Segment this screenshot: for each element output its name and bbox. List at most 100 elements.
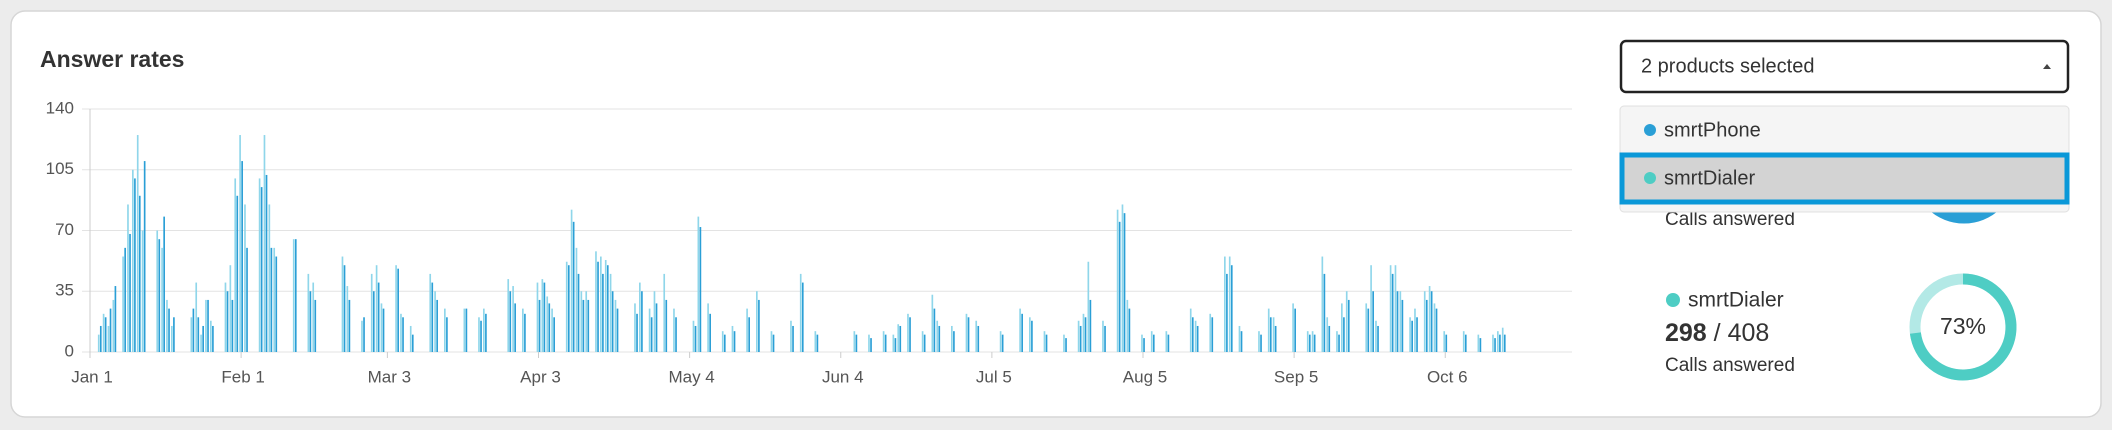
bar	[572, 221, 575, 352]
bar	[1306, 331, 1309, 352]
bar	[1343, 317, 1345, 352]
bar	[1043, 331, 1046, 352]
bar	[1029, 317, 1031, 352]
bar	[1269, 317, 1272, 352]
x-tick-label: Apr 3	[520, 367, 561, 386]
dropdown-menu: smrtPhone smrtDialer	[1619, 105, 2070, 213]
bar	[892, 334, 895, 352]
bar	[639, 282, 641, 352]
donut-arc	[1909, 273, 2017, 381]
bar	[99, 325, 102, 352]
menu-item-highlight[interactable]	[1619, 152, 2070, 205]
bar	[1031, 320, 1033, 352]
bar	[372, 291, 375, 352]
bar	[1063, 334, 1065, 352]
bar	[907, 313, 909, 352]
bar	[1194, 320, 1197, 352]
bar	[402, 317, 404, 352]
bar	[485, 313, 487, 352]
bar	[790, 320, 792, 352]
bar	[1238, 325, 1241, 352]
bar	[1313, 334, 1316, 352]
bar	[265, 174, 268, 352]
bar	[104, 317, 107, 352]
bar	[258, 178, 261, 352]
bar	[801, 282, 804, 352]
answered: 298	[1665, 319, 1707, 347]
bar	[567, 265, 570, 352]
bar	[616, 308, 619, 352]
bar	[1321, 256, 1324, 352]
bar	[1341, 303, 1343, 352]
bar	[746, 308, 748, 352]
dropdown[interactable]: 2 products selected	[1619, 39, 2070, 94]
bar	[478, 317, 480, 352]
bar	[224, 282, 227, 352]
bar	[953, 331, 955, 352]
bar	[444, 308, 446, 352]
bar	[870, 338, 872, 352]
bar	[1414, 308, 1416, 352]
bar	[694, 325, 697, 352]
caret	[2043, 64, 2051, 69]
bar	[1377, 325, 1379, 352]
bar	[923, 334, 926, 352]
menu-item[interactable]: smrtDialer	[1664, 167, 1755, 189]
bar	[611, 291, 614, 352]
bar	[1499, 334, 1501, 352]
bar	[234, 178, 237, 352]
bar	[200, 334, 202, 352]
bar	[538, 299, 541, 352]
caption: Calls answered	[1665, 209, 1795, 230]
bar	[122, 256, 124, 352]
bar	[1224, 256, 1226, 352]
bar	[1019, 308, 1021, 352]
bar	[1001, 334, 1004, 352]
select-box[interactable]	[1619, 39, 2070, 94]
bar	[309, 291, 312, 352]
bar	[965, 313, 968, 352]
legend-dot	[1666, 293, 1680, 307]
bar	[758, 299, 760, 352]
bar	[1196, 325, 1199, 352]
bar	[236, 195, 239, 352]
x-tick-label: Sep 5	[1274, 367, 1318, 386]
bar	[1365, 303, 1368, 352]
bar	[129, 233, 131, 352]
bar	[938, 325, 941, 352]
bar	[1089, 299, 1092, 352]
menu-item[interactable]: smrtPhone	[1664, 119, 1761, 141]
bar	[731, 325, 734, 352]
bar	[363, 317, 365, 352]
bar	[772, 334, 775, 352]
bar	[132, 169, 134, 352]
bar	[377, 282, 380, 352]
x-tick-label: May 4	[668, 367, 714, 386]
bar	[1399, 291, 1402, 352]
bar	[648, 308, 651, 352]
x-tick-label: Aug 5	[1123, 367, 1167, 386]
bar	[614, 299, 617, 352]
bar	[107, 325, 110, 352]
card	[10, 10, 2102, 418]
bar	[1150, 331, 1153, 352]
legend-dot	[1644, 124, 1656, 136]
bar	[411, 334, 414, 352]
y-tick-label: 0	[65, 341, 74, 360]
bar	[855, 334, 858, 352]
bar	[565, 261, 568, 352]
bar	[1372, 291, 1374, 352]
bar	[260, 187, 263, 352]
bar	[699, 227, 702, 352]
bar	[1428, 286, 1431, 352]
bar	[1294, 308, 1296, 352]
bar	[434, 291, 436, 352]
bar	[229, 265, 232, 352]
bar	[226, 291, 229, 352]
bar	[1464, 334, 1467, 352]
bar	[1433, 303, 1436, 352]
bar	[909, 317, 911, 352]
bar	[1411, 320, 1413, 352]
bar	[723, 334, 726, 352]
